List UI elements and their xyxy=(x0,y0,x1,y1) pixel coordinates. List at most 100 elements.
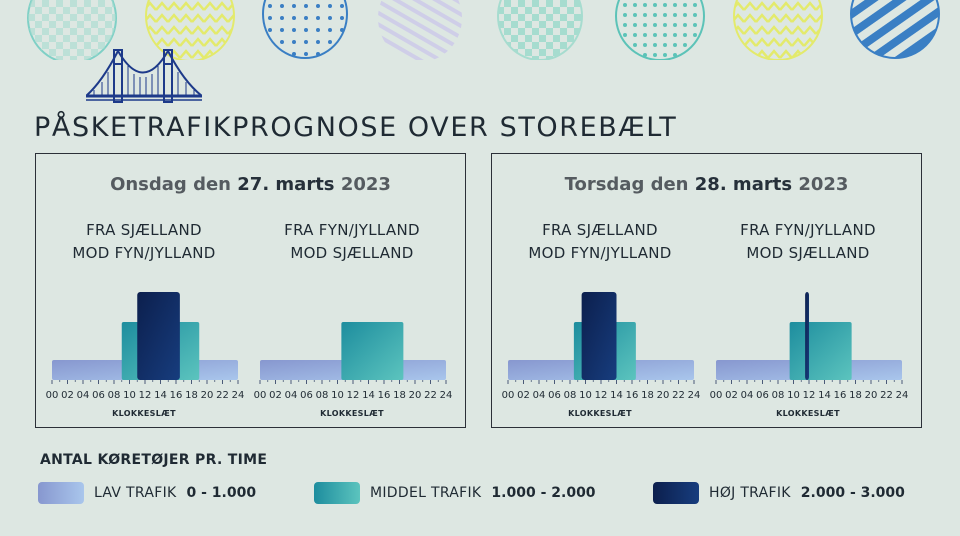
x-tick-label: 08 xyxy=(316,390,329,401)
direction-to: MOD SJÆLLAND xyxy=(290,244,414,262)
direction-from: FRA FYN/JYLLAND xyxy=(284,221,420,239)
direction-to: MOD FYN/JYLLAND xyxy=(72,244,216,262)
panel-title-prefix: Onsdag den xyxy=(110,174,231,195)
x-tick-label: 08 xyxy=(108,390,121,401)
legend-label: HØJ TRAFIK xyxy=(709,485,791,501)
direction-from: FRA SJÆLLAND xyxy=(86,221,202,239)
x-tick-label: 00 xyxy=(710,390,723,401)
legend-item-lav: LAV TRAFIK 0 - 1.000 xyxy=(38,481,256,505)
x-tick-label: 16 xyxy=(378,390,391,401)
x-tick-label: 08 xyxy=(772,390,785,401)
x-tick-label: 22 xyxy=(880,390,893,401)
x-tick-label: 06 xyxy=(300,390,313,401)
x-tick-label: 22 xyxy=(216,390,229,401)
x-tick-label: 06 xyxy=(92,390,105,401)
x-tick-label: 16 xyxy=(626,390,639,401)
bridge-icon xyxy=(86,49,202,103)
x-axis-label: KLOKKESLÆT xyxy=(320,409,384,418)
x-tick-label: 10 xyxy=(123,390,136,401)
panel-title: Torsdag den 28. marts 2023 xyxy=(492,174,921,195)
x-tick-label: 24 xyxy=(232,390,244,401)
x-tick-label: 04 xyxy=(533,390,546,401)
traffic-chart: 00 02 04 06 08 10 12 14 16 18 20 22 24 xyxy=(254,322,452,401)
direction-to: MOD SJÆLLAND xyxy=(746,244,870,262)
bar-medium-traffic xyxy=(789,322,852,380)
x-tick-label: 18 xyxy=(185,390,198,401)
x-tick-label: 04 xyxy=(77,390,90,401)
legend-label: LAV TRAFIK xyxy=(94,485,177,501)
legend-item-middel: MIDDEL TRAFIK 1.000 - 2.000 xyxy=(314,481,596,505)
x-tick-label: 16 xyxy=(170,390,183,401)
traffic-chart: 00 02 04 06 08 10 12 14 16 18 20 22 24 xyxy=(502,292,700,401)
panel-title-date: 28. marts xyxy=(694,174,793,195)
bar-high-traffic xyxy=(805,292,809,380)
x-tick-label: 04 xyxy=(285,390,298,401)
direction-from: FRA SJÆLLAND xyxy=(542,221,658,239)
bar-high-traffic xyxy=(137,292,180,380)
legend-range: 1.000 - 2.000 xyxy=(491,485,596,501)
x-tick-label: 06 xyxy=(756,390,769,401)
x-tick-label: 24 xyxy=(688,390,700,401)
x-tick-label: 18 xyxy=(393,390,406,401)
x-tick-label: 24 xyxy=(896,390,908,401)
traffic-chart: 00 02 04 06 08 10 12 14 16 18 20 22 24 xyxy=(710,292,908,401)
x-tick-label: 02 xyxy=(61,390,74,401)
legend-swatch xyxy=(38,482,84,504)
legend-label: MIDDEL TRAFIK xyxy=(370,485,482,501)
x-tick-label: 18 xyxy=(641,390,654,401)
x-tick-label: 04 xyxy=(741,390,754,401)
x-tick-label: 22 xyxy=(424,390,437,401)
x-tick-label: 10 xyxy=(579,390,592,401)
x-tick-label: 16 xyxy=(834,390,847,401)
x-tick-label: 14 xyxy=(362,390,375,401)
x-tick-label: 00 xyxy=(254,390,267,401)
legend-swatch xyxy=(653,482,699,504)
direction-label: FRA FYN/JYLLAND MOD SJÆLLAND xyxy=(708,219,908,265)
x-tick-label: 12 xyxy=(139,390,152,401)
direction-label: FRA SJÆLLAND MOD FYN/JYLLAND xyxy=(44,219,244,265)
x-tick-label: 14 xyxy=(818,390,831,401)
x-axis-label: KLOKKESLÆT xyxy=(776,409,840,418)
direction-from: FRA FYN/JYLLAND xyxy=(740,221,876,239)
x-tick-label: 18 xyxy=(849,390,862,401)
bar-medium-traffic xyxy=(341,322,404,380)
x-tick-label: 22 xyxy=(672,390,685,401)
direction-label: FRA FYN/JYLLAND MOD SJÆLLAND xyxy=(252,219,452,265)
legend-title: ANTAL KØRETØJER PR. TIME xyxy=(40,452,268,468)
x-axis-label: KLOKKESLÆT xyxy=(568,409,632,418)
x-tick-label: 12 xyxy=(803,390,816,401)
page-title: PÅSKETRAFIKPROGNOSE OVER STOREBÆLT xyxy=(34,112,678,143)
x-tick-label: 10 xyxy=(331,390,344,401)
panel-title-year: 2023 xyxy=(340,174,391,195)
bar-high-traffic xyxy=(581,292,617,380)
x-axis-label: KLOKKESLÆT xyxy=(112,409,176,418)
x-tick-label: 12 xyxy=(595,390,608,401)
legend-range: 2.000 - 3.000 xyxy=(800,485,905,501)
panel-title: Onsdag den 27. marts 2023 xyxy=(36,174,465,195)
day-panel-wednesday: Onsdag den 27. marts 2023 FRA SJÆLLAND M… xyxy=(35,153,466,428)
x-tick-label: 02 xyxy=(269,390,282,401)
panel-title-year: 2023 xyxy=(798,174,849,195)
x-tick-label: 10 xyxy=(787,390,800,401)
x-tick-label: 20 xyxy=(409,390,422,401)
direction-to: MOD FYN/JYLLAND xyxy=(528,244,672,262)
x-tick-label: 00 xyxy=(502,390,515,401)
x-tick-label: 02 xyxy=(517,390,530,401)
x-tick-label: 00 xyxy=(46,390,59,401)
legend-item-hoj: HØJ TRAFIK 2.000 - 3.000 xyxy=(653,481,905,505)
panel-title-date: 27. marts xyxy=(237,174,335,195)
day-panel-thursday: Torsdag den 28. marts 2023 FRA SJÆLLAND … xyxy=(491,153,922,428)
x-tick-label: 20 xyxy=(657,390,670,401)
panel-title-prefix: Torsdag den xyxy=(564,174,689,195)
x-tick-label: 14 xyxy=(154,390,167,401)
easter-egg-decoration xyxy=(27,0,940,60)
x-tick-label: 12 xyxy=(347,390,360,401)
x-tick-label: 20 xyxy=(865,390,878,401)
traffic-chart: 00 02 04 06 08 10 12 14 16 18 20 22 24 xyxy=(46,292,244,401)
x-tick-label: 20 xyxy=(201,390,214,401)
x-tick-label: 24 xyxy=(440,390,452,401)
x-tick-label: 06 xyxy=(548,390,561,401)
x-tick-label: 08 xyxy=(564,390,577,401)
legend-swatch xyxy=(314,482,360,504)
x-tick-label: 14 xyxy=(610,390,623,401)
